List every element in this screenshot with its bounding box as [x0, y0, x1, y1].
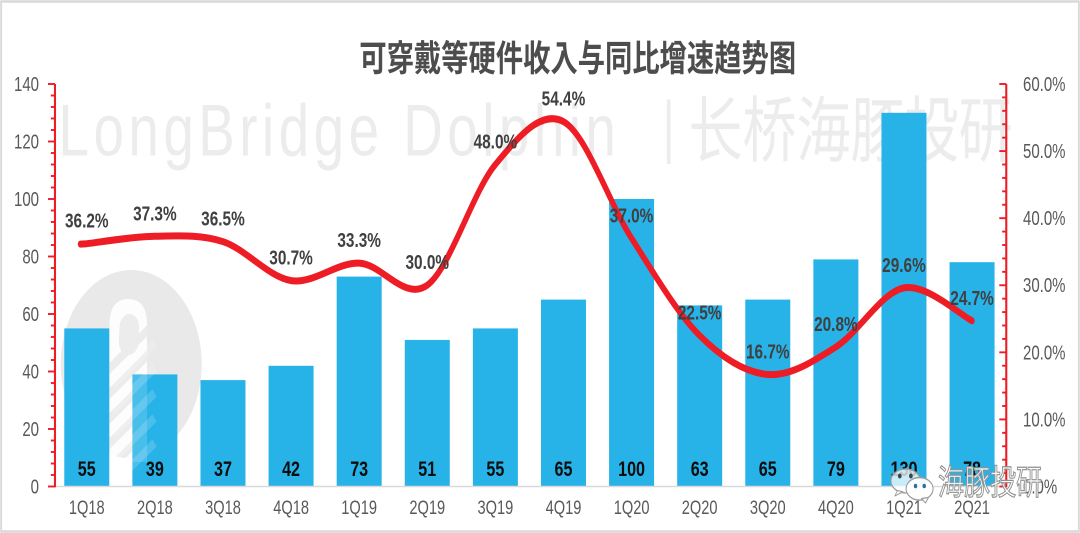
svg-text:100: 100 — [618, 458, 645, 482]
svg-text:2Q20: 2Q20 — [682, 496, 718, 519]
svg-text:55: 55 — [78, 458, 96, 482]
svg-text:30.0%: 30.0% — [1023, 274, 1066, 297]
svg-text:40.0%: 40.0% — [1023, 207, 1066, 230]
svg-text:24.7%: 24.7% — [950, 287, 994, 310]
svg-text:51: 51 — [418, 458, 436, 482]
svg-text:63: 63 — [691, 458, 709, 482]
svg-text:30.7%: 30.7% — [269, 246, 313, 269]
svg-text:20: 20 — [22, 418, 39, 441]
svg-text:50.0%: 50.0% — [1023, 140, 1066, 163]
svg-text:LongBridge Dolphin: LongBridge Dolphin — [59, 90, 621, 171]
svg-text:36.2%: 36.2% — [65, 210, 109, 233]
svg-text:16.7%: 16.7% — [746, 340, 790, 363]
svg-text:36.5%: 36.5% — [201, 207, 245, 230]
svg-text:1Q21: 1Q21 — [886, 496, 922, 519]
svg-text:65: 65 — [555, 458, 573, 482]
svg-text:1Q19: 1Q19 — [341, 496, 377, 519]
svg-text:3Q20: 3Q20 — [750, 496, 786, 519]
svg-text:30.0%: 30.0% — [405, 251, 449, 274]
svg-text:120: 120 — [14, 130, 39, 153]
svg-text:22.5%: 22.5% — [678, 301, 722, 324]
svg-text:20.0%: 20.0% — [1023, 341, 1066, 364]
svg-text:20.8%: 20.8% — [814, 313, 858, 336]
svg-text:80: 80 — [22, 245, 39, 268]
svg-text:73: 73 — [350, 458, 368, 482]
svg-text:37.0%: 37.0% — [610, 204, 654, 227]
svg-text:4Q20: 4Q20 — [818, 496, 854, 519]
svg-text:37.3%: 37.3% — [133, 202, 177, 225]
svg-text:10.0%: 10.0% — [1023, 408, 1066, 431]
svg-text:2Q21: 2Q21 — [954, 496, 990, 519]
svg-text:55: 55 — [486, 458, 504, 482]
svg-text:2Q18: 2Q18 — [137, 496, 173, 519]
svg-text:100: 100 — [14, 188, 39, 211]
svg-text:29.6%: 29.6% — [882, 254, 926, 277]
svg-text:4Q18: 4Q18 — [273, 496, 309, 519]
svg-text:60: 60 — [22, 303, 39, 326]
svg-text:2Q19: 2Q19 — [409, 496, 445, 519]
svg-text:3Q19: 3Q19 — [478, 496, 514, 519]
svg-text:79: 79 — [827, 458, 845, 482]
svg-text:1Q20: 1Q20 — [614, 496, 650, 519]
svg-text:60.0%: 60.0% — [1023, 73, 1066, 96]
svg-text:40: 40 — [22, 360, 39, 383]
svg-text:48.0%: 48.0% — [474, 130, 518, 153]
svg-text:54.4%: 54.4% — [542, 87, 586, 110]
svg-text:1Q18: 1Q18 — [69, 496, 105, 519]
svg-text:65: 65 — [759, 458, 777, 482]
svg-text:39: 39 — [146, 458, 164, 482]
svg-text:42: 42 — [282, 458, 300, 482]
svg-text:0: 0 — [31, 475, 39, 498]
svg-text:37: 37 — [214, 458, 232, 482]
svg-text:140: 140 — [14, 73, 39, 96]
svg-text:33.3%: 33.3% — [337, 229, 381, 252]
svg-text:4Q19: 4Q19 — [546, 496, 582, 519]
svg-text:3Q18: 3Q18 — [205, 496, 241, 519]
